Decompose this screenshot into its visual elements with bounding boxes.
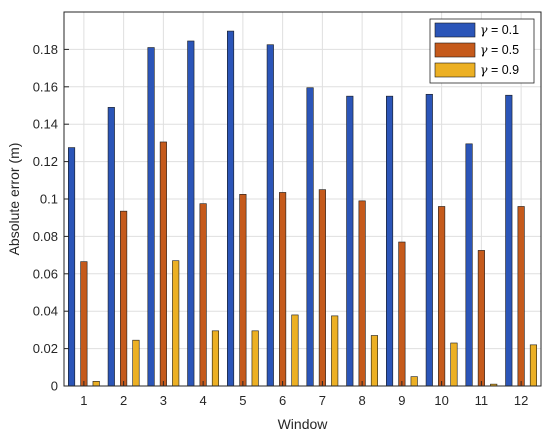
x-tick-label: 12 <box>514 393 528 408</box>
legend-swatch <box>434 42 476 58</box>
x-tick-label: 11 <box>475 393 489 408</box>
bar-series-2-window-12 <box>517 206 525 387</box>
y-tick-label: 0.1 <box>40 192 58 207</box>
bar-series-3-window-10 <box>450 342 458 387</box>
legend-label: γ = 0.5 <box>480 42 519 57</box>
x-axis-title: Window <box>278 416 329 432</box>
bar-series-3-window-7 <box>331 315 339 387</box>
bar-series-1-window-2 <box>107 107 115 387</box>
bar-series-2-window-3 <box>159 141 167 387</box>
x-tick-label: 9 <box>398 393 405 408</box>
y-tick-label: 0.14 <box>33 117 58 132</box>
x-tick-label: 5 <box>239 393 246 408</box>
x-tick-label: 10 <box>434 393 448 408</box>
x-tick-label: 2 <box>120 393 127 408</box>
bar-series-1-window-10 <box>425 93 433 387</box>
y-tick-label: 0.02 <box>33 341 58 356</box>
bar-series-1-window-12 <box>505 94 513 387</box>
bar-series-2-window-9 <box>398 241 406 387</box>
legend-label-symbol: γ <box>480 62 488 77</box>
bar-series-2-window-8 <box>358 200 366 387</box>
y-tick-label: 0.12 <box>33 154 58 169</box>
y-tick-label: 0.08 <box>33 229 58 244</box>
y-tick-label: 0.04 <box>33 304 58 319</box>
bar-series-3-window-1 <box>92 381 100 387</box>
bar-series-3-window-2 <box>132 339 140 387</box>
bar-series-1-window-11 <box>465 143 473 387</box>
bars <box>68 30 537 387</box>
bar-series-2-window-4 <box>199 203 207 387</box>
bar-series-2-window-1 <box>80 261 88 387</box>
bar-series-3-window-3 <box>172 260 180 387</box>
legend: γ = 0.1γ = 0.5γ = 0.9 <box>429 18 535 84</box>
bar-series-2-window-2 <box>120 210 128 387</box>
bar-series-3-window-5 <box>251 330 259 387</box>
bar-series-1-window-6 <box>266 44 274 387</box>
bar-series-1-window-7 <box>306 87 314 387</box>
bar-series-1-window-5 <box>227 30 235 387</box>
y-tick-label: 0.18 <box>33 42 58 57</box>
bar-series-1-window-8 <box>346 95 354 387</box>
y-tick-label: 0.16 <box>33 79 58 94</box>
bar-series-2-window-11 <box>477 250 485 387</box>
bar-series-3-window-6 <box>291 314 299 387</box>
legend-swatch <box>434 62 476 78</box>
axis-ticks: 00.020.040.060.080.10.120.140.160.181 2 3 4… <box>33 42 529 408</box>
legend-label: γ = 0.1 <box>480 22 519 37</box>
bar-series-1-window-4 <box>187 40 195 387</box>
bar-series-2-window-5 <box>239 194 247 387</box>
legend-label-symbol: γ <box>480 22 488 37</box>
x-tick-label: 3 <box>160 393 167 408</box>
bar-series-1-window-9 <box>386 95 394 387</box>
y-tick-label: 0 <box>51 379 58 394</box>
legend-label-symbol: γ <box>480 42 488 57</box>
legend-label-value: = 0.1 <box>487 23 519 37</box>
legend-label: γ = 0.9 <box>480 62 519 77</box>
bar-series-2-window-10 <box>438 206 446 387</box>
x-tick-label: 7 <box>319 393 326 408</box>
bar-series-3-window-12 <box>529 344 537 387</box>
bar-series-2-window-6 <box>279 192 287 387</box>
x-tick-label: 4 <box>200 393 207 408</box>
bar-series-1-window-3 <box>147 47 155 387</box>
x-tick-label: 8 <box>359 393 366 408</box>
legend-label-value: = 0.5 <box>487 43 519 57</box>
bar-series-3-window-8 <box>370 335 378 387</box>
x-tick-label: 1 <box>80 393 87 408</box>
bar-series-2-window-7 <box>318 189 326 387</box>
y-tick-label: 0.06 <box>33 266 58 281</box>
bar-series-1-window-1 <box>68 147 76 387</box>
legend-label-value: = 0.9 <box>487 63 519 77</box>
bar-series-3-window-9 <box>410 376 418 387</box>
legend-swatch <box>434 22 476 38</box>
y-axis-title: Absolute error (m) <box>6 143 22 256</box>
bar-series-3-window-4 <box>211 330 219 387</box>
x-tick-label: 6 <box>279 393 286 408</box>
